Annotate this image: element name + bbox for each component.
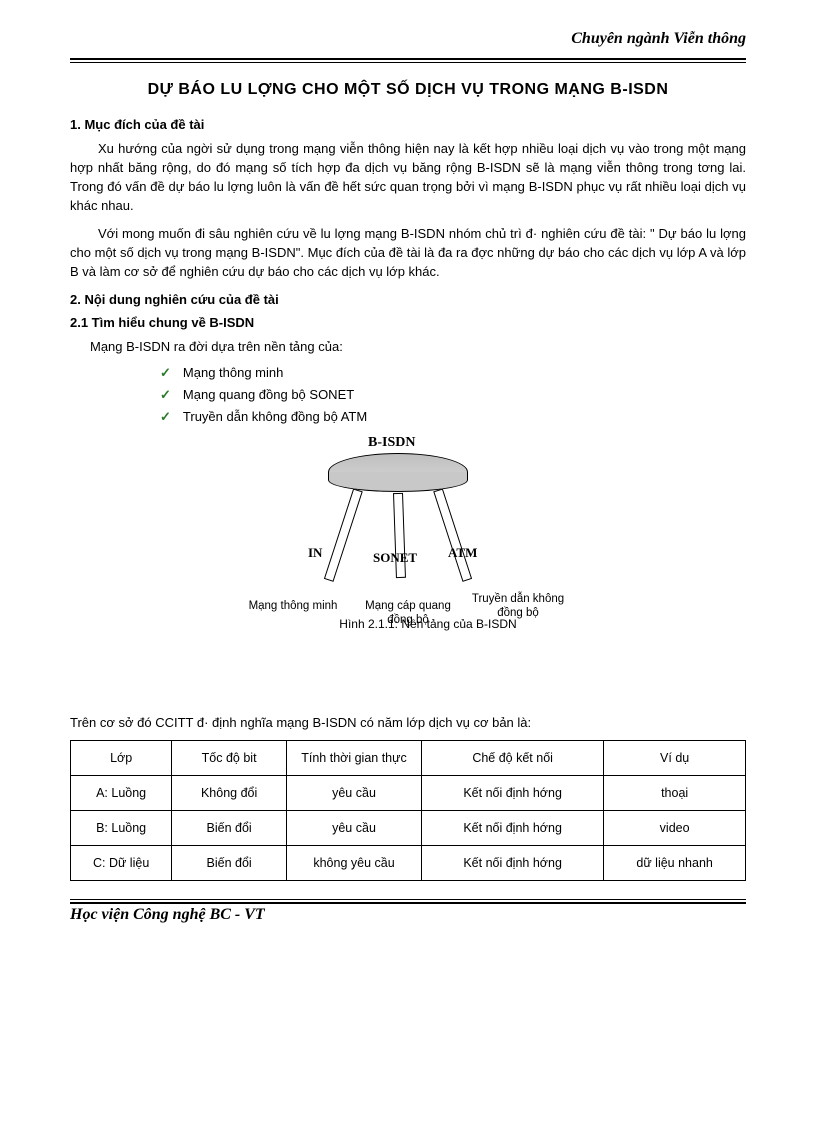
cell: C: Dữ liệu — [71, 845, 172, 880]
bullet-text: Mạng thông minh — [183, 365, 283, 380]
bullet-text: Mạng quang đồng bộ SONET — [183, 387, 354, 402]
table-header-row: Lớp Tốc độ bit Tính thời gian thực Chế đ… — [71, 740, 746, 775]
stool-leg-right — [433, 488, 472, 581]
checkmark-icon: ✓ — [160, 365, 171, 380]
th-connection: Chế độ kết nối — [422, 740, 604, 775]
diagram-top-label: B-ISDN — [368, 435, 415, 451]
cell: yêu cầu — [287, 775, 422, 810]
bullet-list: ✓ Mạng thông minh ✓ Mạng quang đồng bộ SON… — [160, 365, 746, 425]
cell: thoại — [604, 775, 746, 810]
cell: B: Luồng — [71, 810, 172, 845]
cell: dữ liệu nhanh — [604, 845, 746, 880]
section-1-heading: 1. Mục đích của đề tài — [70, 117, 746, 132]
section-1-para-1: Xu hướng của ngời sử dụng trong mạng viễ… — [70, 140, 746, 215]
header-subject: Chuyên ngành Viễn thông — [70, 30, 746, 48]
stool-leg-left — [324, 488, 363, 581]
footer-rule-thin — [70, 899, 746, 900]
header-rule-thick — [70, 58, 746, 60]
bullet-text: Truyền dẫn không đồng bộ ATM — [183, 409, 367, 424]
footer-rule-thick — [70, 902, 746, 904]
footer-institution: Học viện Công nghệ BC - VT — [70, 906, 746, 924]
section-2-1-heading: 2.1 Tìm hiểu chung về B-ISDN — [70, 315, 746, 330]
checkmark-icon: ✓ — [160, 387, 171, 402]
th-example: Ví dụ — [604, 740, 746, 775]
section-1-para-2: Với mong muốn đi sâu nghiên cứu về lu lợ… — [70, 225, 746, 282]
section-2-intro: Mạng B-ISDN ra đời dựa trên nền tảng của… — [70, 338, 746, 357]
cell: yêu cầu — [287, 810, 422, 845]
table-row: B: Luồng Biến đổi yêu cầu Kết nối định h… — [71, 810, 746, 845]
header-rule-thin — [70, 62, 746, 63]
th-realtime: Tính thời gian thực — [287, 740, 422, 775]
cell: Không đổi — [172, 775, 287, 810]
stool-diagram: B-ISDN IN SONET ATM Mạng thông minh Mạng… — [208, 435, 608, 655]
leg-label-atm: ATM — [448, 545, 477, 561]
service-layers-table: Lớp Tốc độ bit Tính thời gian thực Chế đ… — [70, 740, 746, 881]
cell: Kết nối định hớng — [422, 775, 604, 810]
table-row: C: Dữ liệu Biến đổi không yêu cầu Kết nố… — [71, 845, 746, 880]
list-item: ✓ Mạng thông minh — [160, 365, 746, 381]
table-row: A: Luồng Không đổi yêu cầu Kết nối định … — [71, 775, 746, 810]
list-item: ✓ Mạng quang đồng bộ SONET — [160, 387, 746, 403]
leg-label-in: IN — [308, 545, 322, 561]
foot-label-1: Mạng thông minh — [238, 600, 348, 614]
list-item: ✓ Truyền dẫn không đồng bộ ATM — [160, 409, 746, 425]
th-bitrate: Tốc độ bit — [172, 740, 287, 775]
cell: Kết nối định hớng — [422, 810, 604, 845]
leg-label-sonet: SONET — [373, 550, 417, 566]
table-intro-text: Trên cơ sở đó CCITT đ· định nghĩa mạng B… — [70, 715, 746, 730]
cell: Biến đổi — [172, 810, 287, 845]
cell: A: Luồng — [71, 775, 172, 810]
cell: Kết nối định hớng — [422, 845, 604, 880]
cell: Biến đổi — [172, 845, 287, 880]
cell: video — [604, 810, 746, 845]
document-title: DỰ BÁO LU LỢNG CHO MỘT SỐ DỊCH VỤ TRONG … — [70, 81, 746, 99]
th-layer: Lớp — [71, 740, 172, 775]
stool-seat-side — [328, 472, 468, 492]
section-2-heading: 2. Nội dung nghiên cứu của đề tài — [70, 292, 746, 307]
checkmark-icon: ✓ — [160, 409, 171, 424]
cell: không yêu cầu — [287, 845, 422, 880]
figure-caption: Hình 2.1.1: Nền tảng của B-ISDN — [298, 617, 558, 631]
